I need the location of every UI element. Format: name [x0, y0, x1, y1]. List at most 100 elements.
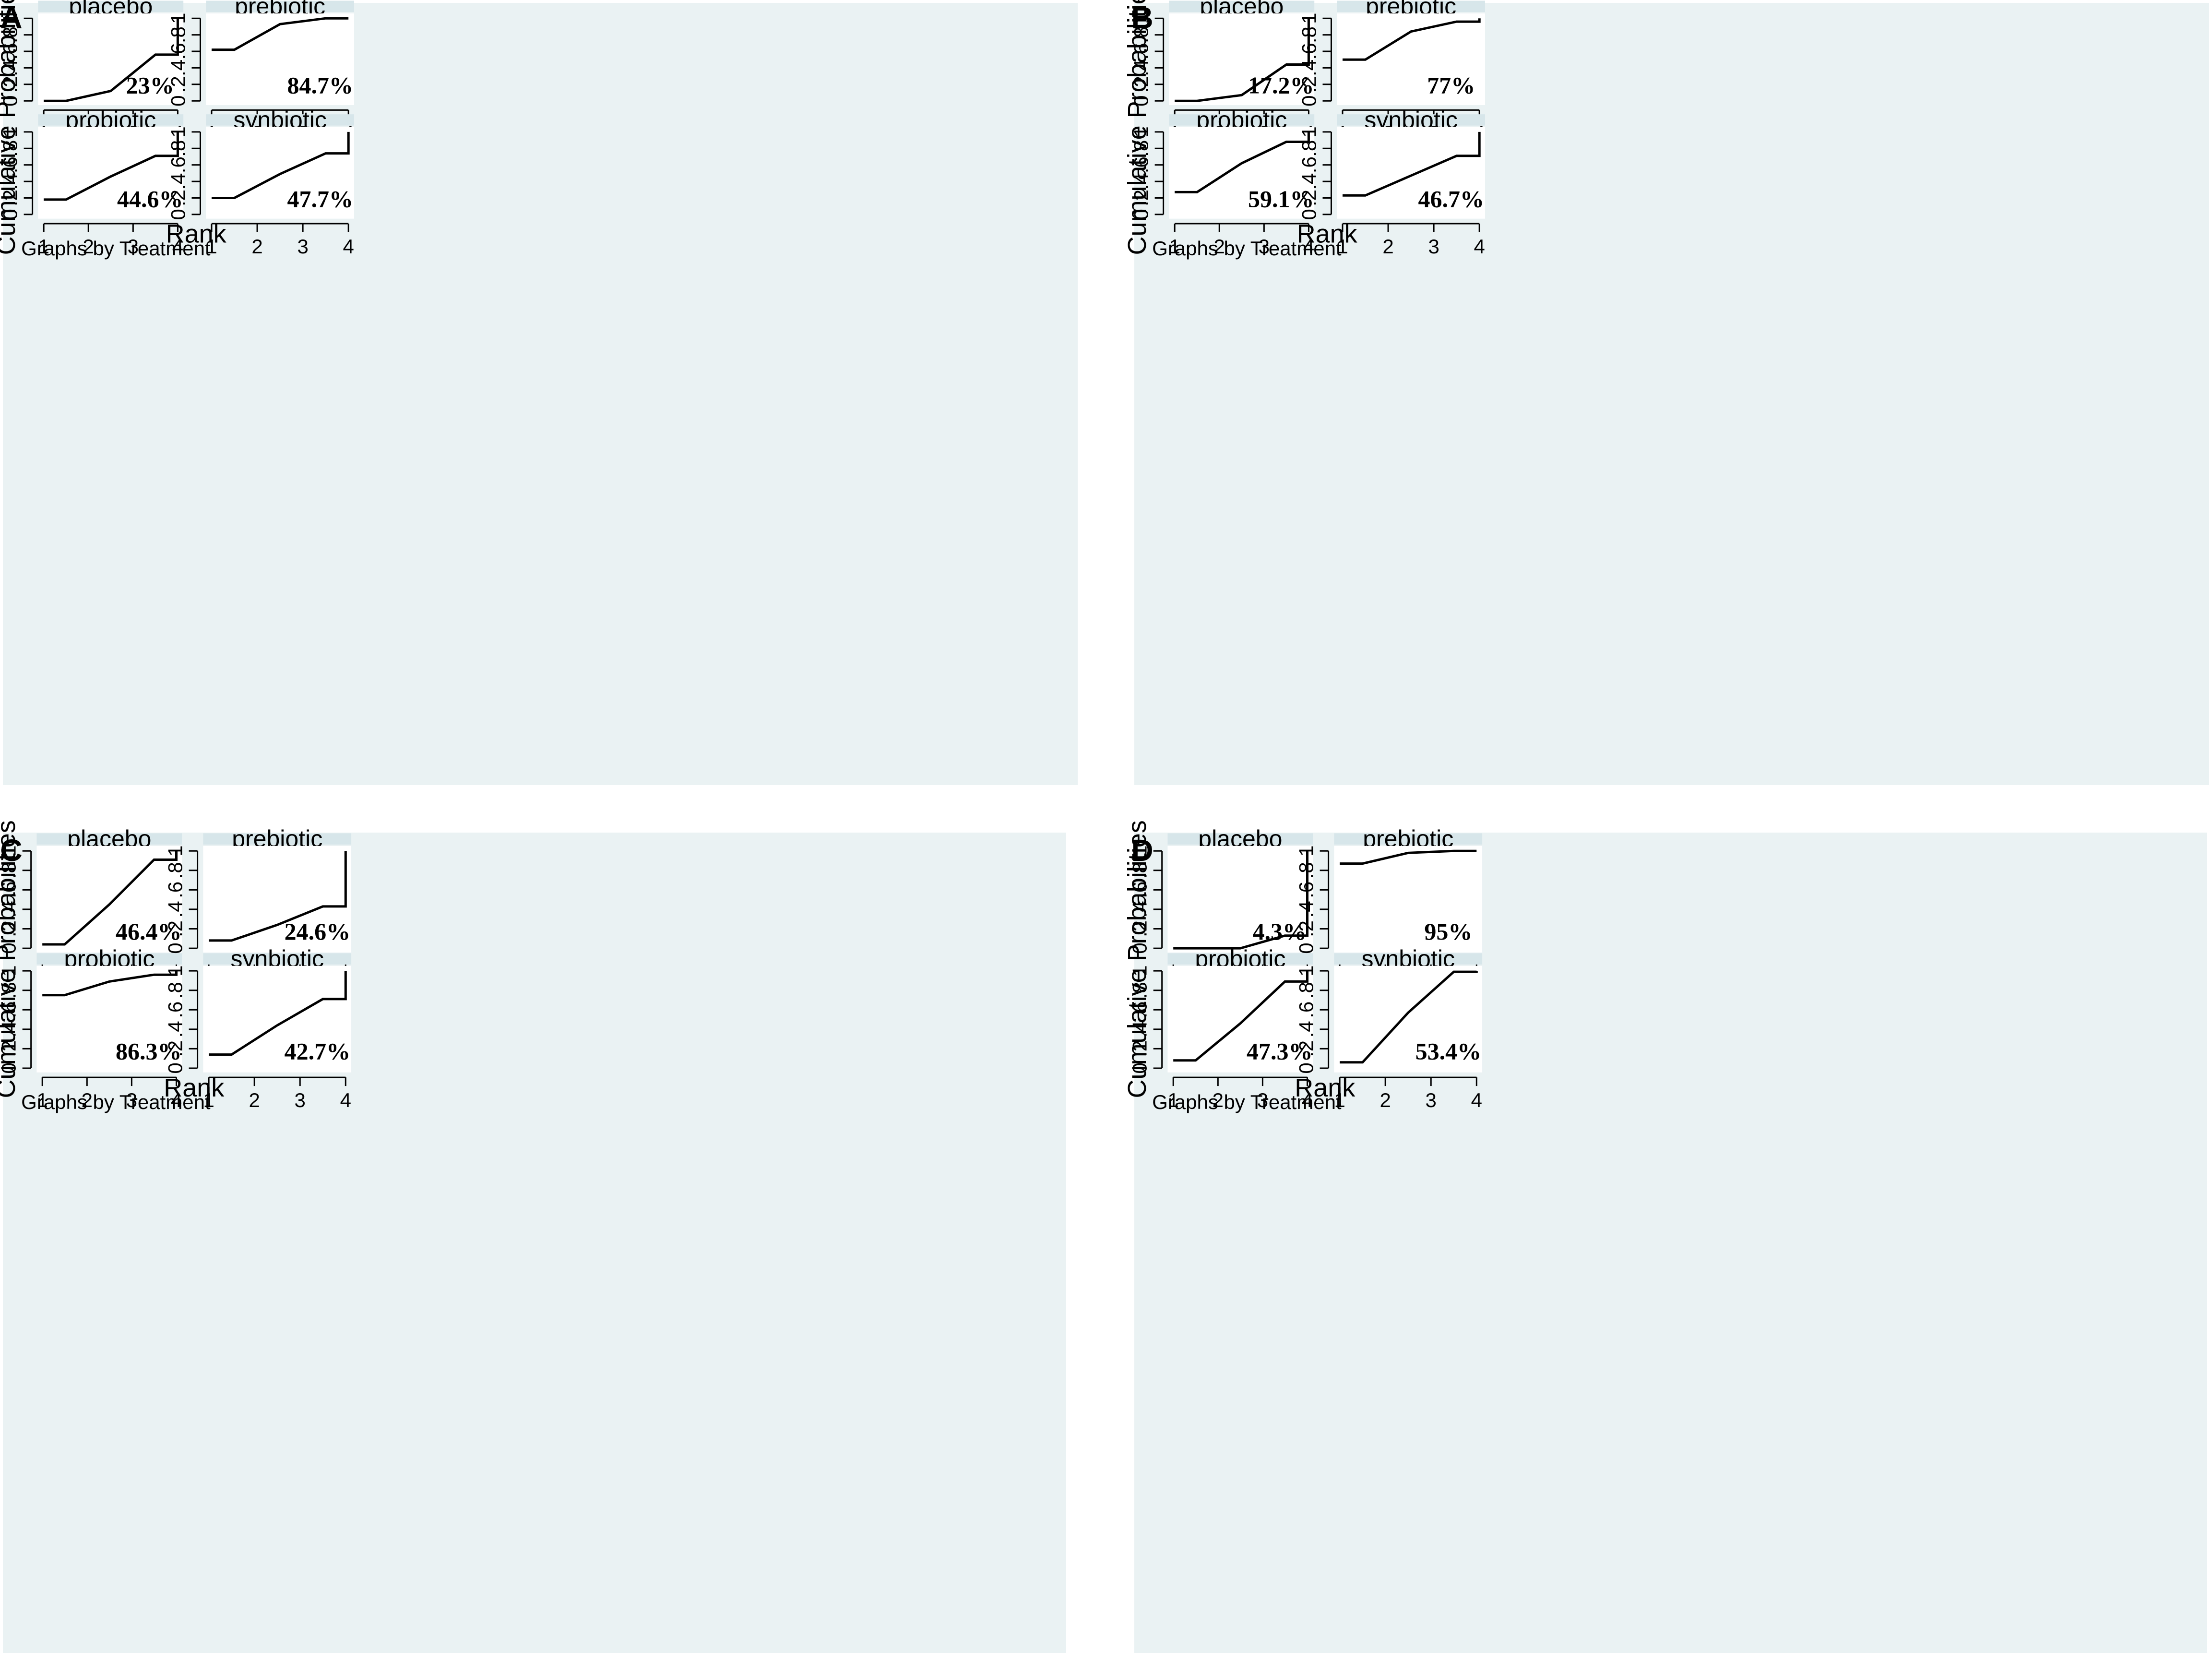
- y-tick-label: 0: [166, 209, 189, 220]
- y-tick-label: .8: [166, 26, 189, 43]
- series-line: [44, 18, 179, 102]
- x-axis-title: Rank: [1295, 1073, 1356, 1102]
- series-line: [1175, 131, 1310, 193]
- y-tick-label: .6: [164, 1001, 187, 1018]
- series-line: [1343, 131, 1481, 197]
- panel-strip: [38, 114, 184, 126]
- x-tick-label: 3: [1257, 1089, 1268, 1111]
- y-tick-label: .4: [1297, 173, 1320, 190]
- x-tick-label: 2: [249, 1089, 260, 1111]
- y-tick-label: .8: [1295, 862, 1318, 879]
- y-tick-label: 1: [0, 965, 20, 976]
- y-tick-label: .8: [1129, 862, 1151, 879]
- y-tick-label: 1: [1129, 846, 1151, 857]
- x-tick-label: 2: [83, 235, 94, 258]
- sucra-annotation: 59.1%: [1248, 185, 1314, 212]
- sucra-annotation: 24.6%: [285, 918, 351, 945]
- y-tick-label: .2: [1129, 920, 1151, 937]
- y-tick-label: .4: [1295, 1021, 1318, 1037]
- panel-strip: [1167, 833, 1313, 845]
- graphs-by-note: Graphs by Treatment: [1152, 237, 1342, 260]
- y-tick-label: .6: [1297, 156, 1320, 173]
- figure-panel-label: A: [0, 0, 22, 35]
- x-tick-label: 4: [1303, 235, 1314, 258]
- series-line: [42, 851, 178, 946]
- y-tick-label: .2: [1130, 190, 1153, 206]
- x-tick-label: 1: [1334, 1089, 1345, 1111]
- x-tick-label: 1: [1168, 1089, 1179, 1111]
- y-tick-label: 0: [1129, 1062, 1151, 1073]
- y-tick-label: 0: [1297, 209, 1320, 220]
- y-tick-label: 0: [0, 95, 22, 107]
- plot-area: [38, 127, 184, 219]
- series-line: [209, 971, 347, 1056]
- x-tick-label: 3: [1426, 1089, 1437, 1111]
- plot-area: [36, 846, 182, 953]
- x-axis-title: Rank: [166, 220, 227, 249]
- y-tick-label: .4: [166, 173, 189, 190]
- y-tick-label: .8: [0, 140, 22, 157]
- y-tick-label: .2: [164, 1040, 187, 1057]
- y-tick-label: .8: [0, 982, 20, 999]
- y-tick-label: 0: [1295, 1062, 1318, 1073]
- y-axis-title: Cumulative Probabilities: [0, 820, 21, 1098]
- y-tick-label: .4: [0, 901, 20, 918]
- chart-c: placebo0.2.4.6.81123446.4%prebiotic0.2.4…: [0, 820, 1066, 1653]
- x-tick-label: 1: [38, 235, 49, 258]
- y-tick-label: 1: [0, 846, 20, 857]
- chart-d: placebo0.2.4.6.8112344.3%prebiotic0.2.4.…: [1123, 820, 2207, 1653]
- y-tick-label: .2: [0, 76, 22, 93]
- series-line: [1340, 970, 1478, 1064]
- sucra-annotation: 95%: [1424, 918, 1472, 945]
- y-tick-label: 0: [1130, 95, 1153, 107]
- panel-strip: [206, 114, 354, 126]
- x-tick-label: 2: [1380, 1089, 1391, 1111]
- panel-strip: [203, 833, 352, 845]
- series-line: [209, 851, 347, 942]
- y-tick-label: .6: [1129, 882, 1151, 898]
- y-tick-label: .6: [1295, 1001, 1318, 1018]
- panel-strip: [1337, 0, 1485, 12]
- y-tick-label: .6: [0, 43, 22, 60]
- x-axis-title: Rank: [1297, 220, 1358, 249]
- chart-a: placebo0.2.4.6.81123423%prebiotic0.2.4.6…: [0, 0, 1078, 785]
- x-tick-label: 3: [295, 1089, 306, 1111]
- x-tick-label: 3: [126, 1089, 137, 1111]
- x-tick-label: 3: [1428, 235, 1439, 258]
- y-tick-label: .2: [1295, 920, 1318, 937]
- y-tick-label: .6: [0, 156, 22, 173]
- y-tick-label: 1: [164, 846, 187, 857]
- y-tick-label: .6: [1130, 43, 1153, 60]
- sucra-annotation: 86.3%: [116, 1038, 182, 1065]
- x-tick-label: 1: [37, 1089, 48, 1111]
- y-tick-label: 1: [0, 13, 22, 24]
- y-tick-label: .8: [0, 862, 20, 879]
- x-tick-label: 2: [1382, 235, 1393, 258]
- y-tick-label: .4: [1129, 1021, 1151, 1037]
- sucra-annotation: 77%: [1427, 72, 1475, 99]
- y-tick-label: .4: [166, 60, 189, 76]
- y-tick-label: .4: [0, 1021, 20, 1037]
- series-line: [1175, 18, 1310, 102]
- y-tick-label: 1: [166, 13, 189, 24]
- panel-strip: [203, 953, 352, 965]
- plot-area: [206, 13, 354, 106]
- sucra-annotation: 46.7%: [1418, 185, 1484, 212]
- series-line: [44, 131, 179, 201]
- panel-strip: [36, 833, 182, 845]
- x-tick-label: 2: [251, 235, 262, 258]
- y-tick-label: .8: [1295, 982, 1318, 999]
- y-tick-label: 0: [1295, 942, 1318, 954]
- x-tick-label: 4: [343, 235, 354, 258]
- y-tick-label: .2: [0, 1040, 20, 1057]
- plot-area: [1167, 966, 1313, 1073]
- x-tick-label: 2: [1214, 235, 1225, 258]
- plot-area: [1334, 966, 1483, 1073]
- panel-strip: [1169, 0, 1315, 12]
- y-tick-label: 0: [1129, 942, 1151, 954]
